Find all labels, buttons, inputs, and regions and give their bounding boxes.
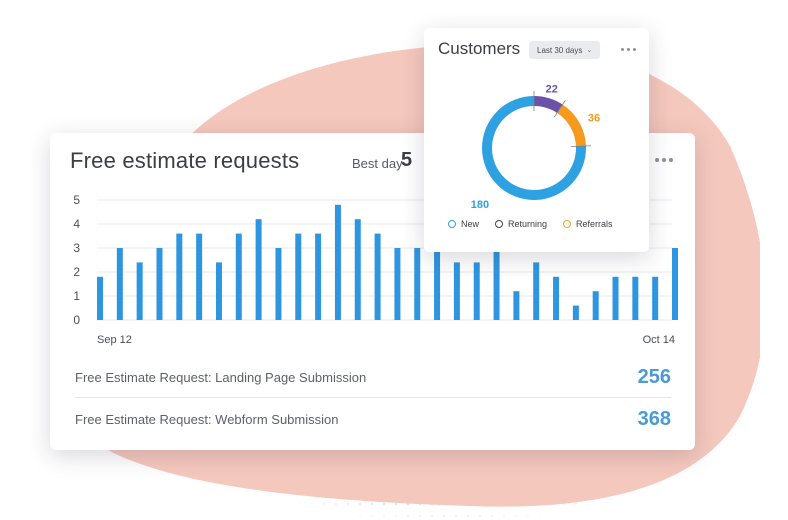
x-axis-start-label: Sep 12	[97, 334, 132, 346]
donut-value-label: 36	[588, 112, 600, 124]
best-day-label: Best day	[352, 156, 403, 171]
legend-ring-icon	[495, 220, 504, 228]
customers-title: Customers	[438, 39, 521, 58]
y-tick-label: 4	[73, 217, 80, 231]
estimate-requests-card: Free estimate requests Best day 5 0 1 2 3 4 5…	[50, 133, 695, 450]
y-axis-ticks: 0 1 2 3 4 5	[73, 193, 80, 327]
bar[interactable]	[394, 248, 401, 320]
bar[interactable]	[275, 248, 282, 320]
legend-label: Referrals	[576, 219, 613, 229]
slice-divider	[570, 145, 591, 147]
metric-value: 368	[637, 407, 671, 430]
bar[interactable]	[572, 305, 579, 320]
bar[interactable]	[136, 262, 143, 320]
chevron-down-icon: ⌄	[586, 47, 593, 54]
legend-item-returning[interactable]: Returning	[495, 219, 547, 229]
bar[interactable]	[116, 248, 123, 320]
bar[interactable]	[493, 248, 500, 320]
donut-ticks	[533, 91, 591, 147]
bar[interactable]	[414, 248, 421, 320]
bar[interactable]	[215, 262, 222, 320]
card-title: Free estimate requests	[70, 148, 300, 173]
customers-legend: New Returning Referrals	[448, 219, 613, 229]
y-tick-label: 0	[73, 313, 80, 327]
bar[interactable]	[632, 276, 639, 320]
legend-item-new[interactable]: New	[448, 219, 479, 229]
legend-ring-icon	[448, 220, 456, 228]
metric-label: Free Estimate Request: Landing Page Subm…	[75, 369, 367, 385]
more-options-icon[interactable]	[655, 158, 673, 162]
legend-label: New	[461, 219, 480, 229]
slice-divider	[553, 100, 566, 118]
more-options-icon[interactable]	[621, 48, 636, 51]
donut-value-label: 22	[546, 84, 558, 96]
legend-label: Returning	[508, 219, 548, 229]
bar[interactable]	[592, 291, 599, 320]
metric-row-webform[interactable]: Free Estimate Request: Webform Submissio…	[75, 399, 671, 439]
metric-row-landing-page[interactable]: Free Estimate Request: Landing Page Subm…	[75, 357, 671, 398]
legend-ring-icon	[563, 220, 572, 228]
bar[interactable]	[255, 219, 262, 320]
metric-label: Free Estimate Request: Webform Submissio…	[75, 411, 339, 427]
bar[interactable]	[513, 291, 520, 320]
bar[interactable]	[235, 233, 242, 320]
metric-value: 256	[637, 365, 671, 388]
donut-slice-new	[482, 96, 586, 200]
bar[interactable]	[473, 262, 480, 320]
bar[interactable]	[97, 276, 103, 320]
donut-slice-referrals	[556, 104, 586, 147]
bar[interactable]	[434, 248, 441, 320]
bar[interactable]	[176, 233, 183, 320]
y-tick-label: 2	[73, 265, 80, 279]
donut-labels: 22 36 180	[471, 84, 600, 212]
x-axis-end-label: Oct 14	[643, 334, 675, 346]
bar[interactable]	[354, 219, 361, 320]
donut-chart: 22 36 180	[471, 84, 600, 212]
y-tick-label: 1	[73, 289, 80, 303]
bar[interactable]	[533, 262, 540, 320]
legend-item-referrals[interactable]: Referrals	[563, 219, 613, 229]
period-dropdown[interactable]: Last 30 days ⌄	[529, 41, 601, 59]
bar[interactable]	[295, 233, 302, 320]
donut-slice-returning	[533, 96, 563, 114]
donut-value-label: 180	[471, 199, 489, 211]
y-tick-label: 5	[73, 193, 80, 207]
bars	[97, 204, 678, 320]
customers-card: Customers Last 30 days ⌄ 22 36 180 New Ret…	[424, 28, 649, 252]
bar[interactable]	[672, 248, 678, 320]
bar[interactable]	[612, 276, 619, 320]
best-day-value: 5	[401, 149, 413, 171]
donut-slices	[482, 96, 586, 200]
bar[interactable]	[196, 233, 203, 320]
period-value: Last 30 days	[537, 45, 583, 55]
bar[interactable]	[652, 276, 659, 320]
y-tick-label: 3	[73, 241, 80, 255]
bar[interactable]	[315, 233, 322, 320]
bar[interactable]	[156, 248, 163, 320]
bar[interactable]	[553, 276, 560, 320]
bar[interactable]	[453, 262, 460, 320]
bar[interactable]	[334, 204, 341, 320]
bar[interactable]	[374, 233, 381, 320]
